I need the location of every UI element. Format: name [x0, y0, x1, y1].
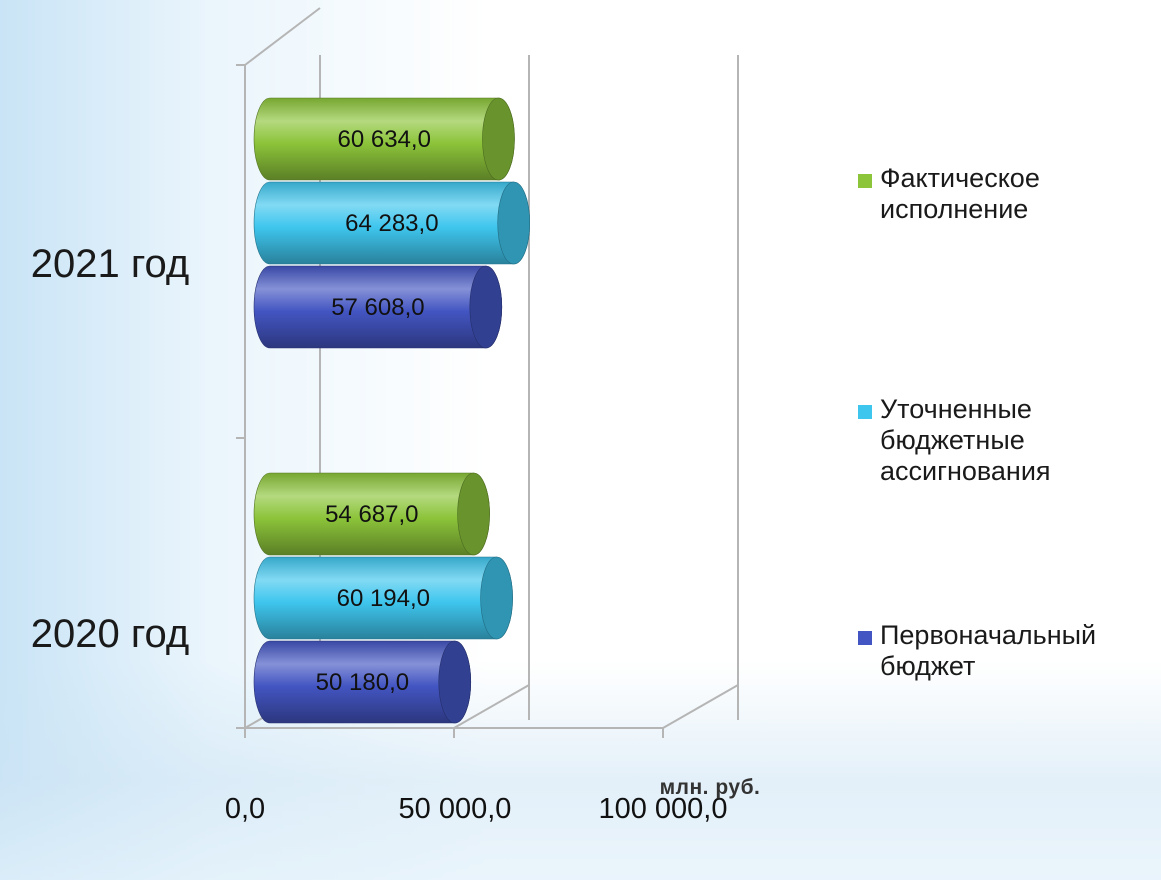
legend-label-1: Уточненные бюджетные ассигнования	[880, 394, 1051, 486]
background-band	[0, 660, 1161, 880]
legend-swatch-0	[858, 174, 872, 188]
bar-value-label-0-0: 60 634,0	[338, 126, 431, 153]
legend-item-0: Фактическое исполнение	[858, 163, 1080, 225]
legend-swatch-1	[858, 405, 872, 419]
floor-gridline-1	[453, 684, 530, 729]
bar-cap-0-2	[469, 265, 503, 349]
x-tick-label-1: 50 000,0	[399, 793, 512, 825]
legend-swatch-2	[858, 631, 872, 645]
legend-label-0: Фактическое исполнение	[880, 163, 1040, 224]
bar-value-label-0-1: 64 283,0	[345, 210, 438, 237]
bar-cap-1-0	[457, 472, 490, 556]
bar-cap-1-1	[480, 556, 513, 640]
legend-item-1: Уточненные бюджетные ассигнования	[858, 394, 1110, 487]
category-label-0: 2021 год	[31, 242, 190, 286]
bar-value-label-1-2: 50 180,0	[316, 669, 409, 696]
unit-label: млн. руб.	[660, 776, 761, 799]
legend-item-2: Первоначальный бюджет	[858, 620, 1161, 682]
bar-value-label-1-0: 54 687,0	[325, 501, 418, 528]
x-tick-label-2: 100 000,0	[598, 793, 727, 825]
category-label-1: 2020 год	[31, 612, 190, 656]
bar-cap-0-0	[482, 97, 515, 181]
legend-label-2: Первоначальный бюджет	[880, 620, 1097, 681]
x-tick-label-0: 0,0	[225, 793, 265, 825]
bar-value-label-0-2: 57 608,0	[331, 294, 424, 321]
bar-cap-1-2	[438, 640, 472, 724]
floor-gridline-2	[662, 684, 739, 729]
bar-value-label-1-1: 60 194,0	[337, 585, 430, 612]
bar-cap-0-1	[497, 181, 531, 265]
wall-top-edge	[244, 7, 321, 66]
